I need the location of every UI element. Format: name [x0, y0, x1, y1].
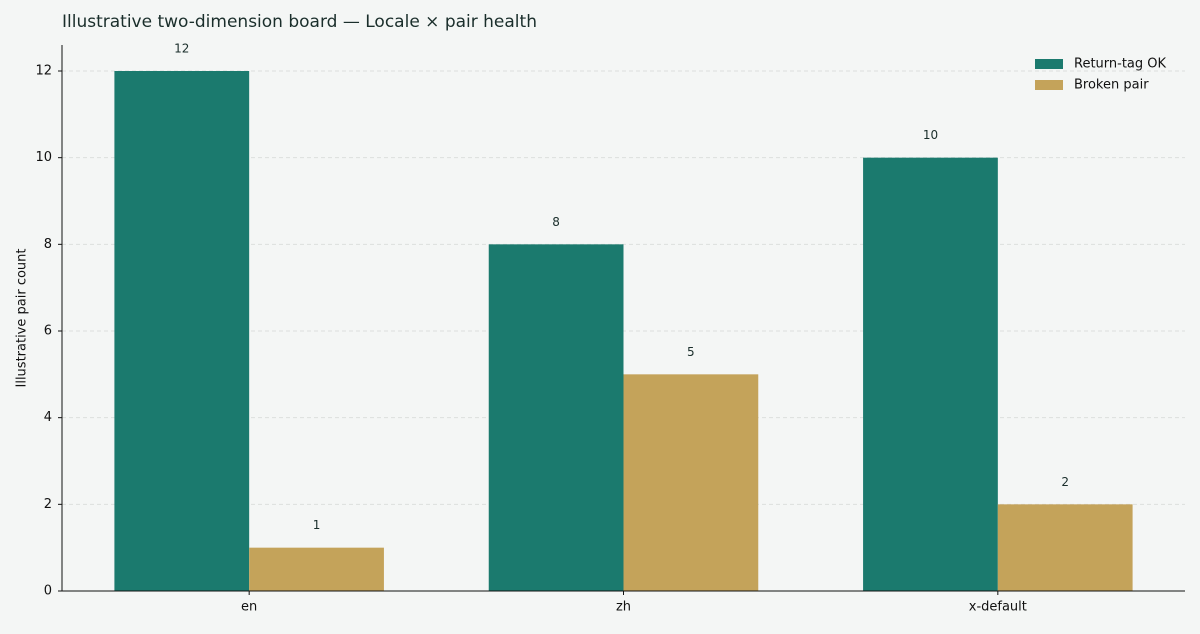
y-tick-label: 6	[44, 324, 52, 339]
y-tick-label: 0	[44, 584, 52, 599]
x-tick-label: en	[241, 600, 257, 615]
value-label: 10	[923, 128, 938, 142]
y-tick-label: 12	[35, 64, 52, 79]
bar	[249, 547, 384, 591]
bar	[114, 71, 250, 591]
bar	[997, 504, 1133, 591]
value-label: 1	[313, 518, 321, 532]
legend-swatch	[1035, 80, 1063, 90]
y-axis-label: Illustrative pair count	[15, 249, 30, 388]
value-label: 2	[1061, 475, 1069, 489]
bar	[863, 157, 998, 591]
chart-title: Illustrative two-dimension board — Local…	[62, 12, 537, 32]
y-tick-label: 2	[44, 497, 52, 512]
legend-label: Return-tag OK	[1074, 57, 1167, 72]
x-tick-label: zh	[616, 600, 631, 615]
value-label: 5	[687, 345, 695, 359]
value-label: 12	[174, 42, 189, 56]
y-tick-label: 10	[35, 150, 52, 165]
bar	[488, 244, 624, 592]
legend-label: Broken pair	[1074, 78, 1149, 93]
x-tick-label: x-default	[969, 600, 1027, 615]
y-tick-label: 8	[44, 237, 52, 252]
legend-swatch	[1035, 59, 1063, 69]
value-label: 8	[552, 215, 560, 229]
y-tick-label: 4	[44, 410, 52, 425]
bar	[623, 374, 759, 591]
